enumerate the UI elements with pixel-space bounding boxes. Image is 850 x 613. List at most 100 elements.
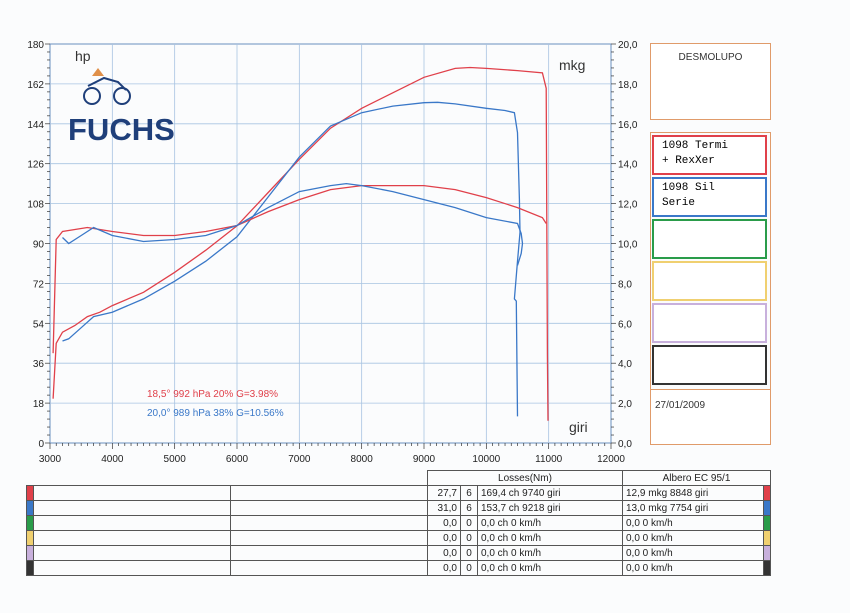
test-conditions-red: 18,5° 992 hPa 20% G=3.98% <box>147 389 278 400</box>
row-loss: 31,0 <box>427 500 461 516</box>
hp-axis-label: hp <box>75 48 91 64</box>
logo-triangle <box>92 68 104 76</box>
rpm-axis-label: giri <box>569 419 588 435</box>
legend-entry <box>652 261 767 301</box>
row-power: 0,0 ch 0 km/h <box>477 560 623 576</box>
row-blank-a <box>33 530 231 546</box>
left-tick-label: 126 <box>27 160 44 171</box>
legend-panel: 1098 Termi + RexXer 1098 Sil Serie <box>650 132 771 390</box>
right-tick-label: 2,0 <box>618 399 632 410</box>
row-blank-b <box>230 485 428 501</box>
left-tick-label: 108 <box>27 200 44 211</box>
row-power: 0,0 ch 0 km/h <box>477 515 623 531</box>
table-header-row: Losses(Nm) Albero EC 95/1 <box>26 470 771 486</box>
title-text: DESMOLUPO <box>678 52 743 63</box>
row-gear: 6 <box>460 500 478 516</box>
x-tick-label: 10000 <box>472 454 500 465</box>
mkg-axis-label: mkg <box>559 57 585 73</box>
right-tick-label: 0,0 <box>618 439 632 450</box>
right-tick-label: 4,0 <box>618 359 632 370</box>
row-torque: 0,0 0 km/h <box>622 515 764 531</box>
row-color-swatch-right <box>763 485 771 501</box>
row-blank-a <box>33 560 231 576</box>
logo-wheel-front <box>113 87 131 105</box>
logo-bike-body <box>87 76 127 91</box>
chart-curves <box>52 66 549 421</box>
series-line-mkg-2 <box>52 184 547 354</box>
table-row: 0,0 0 0,0 ch 0 km/h 0,0 0 km/h <box>26 560 771 576</box>
header-spacer <box>26 470 428 486</box>
legend-entry <box>652 345 767 385</box>
row-torque: 0,0 0 km/h <box>622 560 764 576</box>
left-tick-label: 0 <box>38 439 44 450</box>
row-blank-b <box>230 545 428 561</box>
right-tick-label: 20,0 <box>618 40 638 51</box>
table-row: 0,0 0 0,0 ch 0 km/h 0,0 0 km/h <box>26 515 771 531</box>
row-torque: 12,9 mkg 8848 giri <box>622 485 764 501</box>
row-blank-b <box>230 530 428 546</box>
legend-line2: + RexXer <box>662 155 715 167</box>
x-tick-label: 8000 <box>351 454 374 465</box>
left-tick-label: 54 <box>33 319 45 330</box>
test-conditions-blue: 20,0° 989 hPa 38% G=10.56% <box>147 408 284 419</box>
legend-entry <box>652 219 767 259</box>
left-tick-label: 18 <box>33 399 45 410</box>
table-row: 31,0 6 153,7 ch 9218 giri 13,0 mkg 7754 gir… <box>26 500 771 516</box>
legend-line2: Serie <box>662 197 696 209</box>
legend-entry <box>652 303 767 343</box>
right-tick-label: 6,0 <box>618 319 632 330</box>
left-axis-ticks: 0 18 36 54 72 90 108 126 144 162 180 <box>27 40 44 450</box>
left-tick-label: 180 <box>27 40 44 51</box>
shaft-header: Albero EC 95/1 <box>622 470 771 486</box>
row-gear: 0 <box>460 515 478 531</box>
x-tick-label: 7000 <box>288 454 311 465</box>
row-gear: 0 <box>460 530 478 546</box>
row-gear: 6 <box>460 485 478 501</box>
right-tick-label: 10,0 <box>618 240 638 251</box>
series-line-hp-0 <box>52 66 549 421</box>
right-tick-label: 14,0 <box>618 160 638 171</box>
row-torque: 0,0 0 km/h <box>622 530 764 546</box>
row-gear: 0 <box>460 560 478 576</box>
right-tick-label: 18,0 <box>618 80 638 91</box>
right-axis-ticks: 0,0 2,0 4,0 6,0 8,0 10,0 12,0 14,0 16,0 18,0 20,0 <box>618 40 638 450</box>
x-axis-ticks: 3000 4000 5000 6000 7000 8000 9000 10000 11000 12… <box>39 454 625 465</box>
row-color-swatch <box>26 545 34 561</box>
row-power: 0,0 ch 0 km/h <box>477 545 623 561</box>
x-tick-label: 3000 <box>39 454 62 465</box>
row-loss: 0,0 <box>427 545 461 561</box>
x-tick-label: 12000 <box>597 454 625 465</box>
row-gear: 0 <box>460 545 478 561</box>
row-blank-b <box>230 560 428 576</box>
results-table: Losses(Nm) Albero EC 95/1 27,7 6 169,4 ch … <box>26 470 771 576</box>
left-tick-label: 90 <box>33 240 45 251</box>
row-blank-b <box>230 515 428 531</box>
legend-line1: 1098 Termi <box>662 140 729 152</box>
row-blank-a <box>33 545 231 561</box>
row-torque: 13,0 mkg 7754 giri <box>622 500 764 516</box>
row-loss: 27,7 <box>427 485 461 501</box>
chart-grid <box>45 43 616 449</box>
right-tick-label: 8,0 <box>618 279 632 290</box>
x-tick-label: 4000 <box>101 454 124 465</box>
row-color-swatch-right <box>763 560 771 576</box>
table-row: 0,0 0 0,0 ch 0 km/h 0,0 0 km/h <box>26 530 771 546</box>
series-line-mkg-3 <box>62 182 524 266</box>
legend-line1: 1098 Sil <box>662 182 715 194</box>
x-tick-label: 5000 <box>164 454 187 465</box>
right-tick-label: 12,0 <box>618 200 638 211</box>
date-text: 27/01/2009 <box>655 400 706 411</box>
series-line-hp-1 <box>62 101 521 417</box>
row-color-swatch <box>26 500 34 516</box>
logo-wordmark: FUCHS <box>68 112 175 147</box>
row-color-swatch-right <box>763 500 771 516</box>
title-panel: DESMOLUPO <box>650 43 771 120</box>
date-panel: 27/01/2009 <box>650 389 771 445</box>
row-power: 0,0 ch 0 km/h <box>477 530 623 546</box>
left-tick-label: 36 <box>33 359 45 370</box>
dyno-chart: 3000 4000 5000 6000 7000 8000 9000 10000 11000 12… <box>27 40 638 465</box>
left-tick-label: 144 <box>27 120 44 131</box>
row-color-swatch-right <box>763 530 771 546</box>
logo-wheel-rear <box>83 87 101 105</box>
x-tick-label: 9000 <box>413 454 436 465</box>
